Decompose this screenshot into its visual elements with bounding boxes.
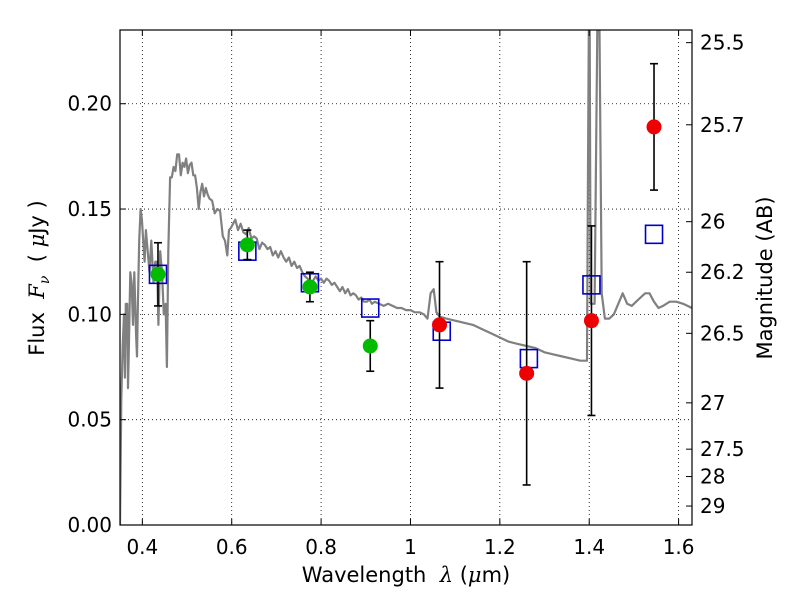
synthetic-flux-marker bbox=[644, 224, 664, 245]
nir-flux-point bbox=[583, 313, 599, 329]
y2-tick-label: 26 bbox=[700, 210, 725, 234]
x-tick-label: 0.6 bbox=[216, 535, 248, 559]
optical-flux-point bbox=[150, 266, 166, 282]
y2-tick-label: 25.5 bbox=[700, 31, 745, 55]
y2-tick-label: 27 bbox=[700, 391, 725, 415]
synthetic-flux-marker bbox=[360, 298, 380, 318]
tick-labels: 0.4 0.6 0.8 1 1.2 1.4 1.6 0.00 0.05 0.10 0.15 0.20 2… bbox=[67, 31, 744, 559]
nir-flux-point bbox=[432, 317, 448, 333]
y2-tick-label: 29 bbox=[700, 494, 725, 518]
y-tick-label: 0.20 bbox=[67, 92, 112, 116]
y-tick-label: 0.10 bbox=[67, 302, 112, 326]
x-tick-label: 1 bbox=[404, 535, 417, 559]
axis-ticks bbox=[120, 30, 692, 526]
grid-lines bbox=[120, 30, 692, 526]
y2-axis-title: Magnitude (AB) bbox=[753, 196, 777, 359]
optical-flux-point bbox=[302, 279, 318, 295]
x-tick-label: 0.4 bbox=[126, 535, 158, 559]
optical-flux-point bbox=[239, 237, 255, 253]
y2-tick-label: 26.5 bbox=[700, 321, 745, 345]
x-tick-label: 0.8 bbox=[305, 535, 337, 559]
plot-area bbox=[120, 30, 692, 525]
y-tick-label: 0.05 bbox=[67, 408, 112, 432]
y2-tick-label: 28 bbox=[700, 465, 725, 489]
model-sed-line bbox=[120, 30, 692, 525]
y-axis-title: Flux Fν ( μJy ) bbox=[25, 200, 53, 355]
x-axis-title: Wavelength λ (μm) bbox=[302, 563, 510, 587]
synthetic-flux-marker bbox=[519, 348, 539, 369]
x-tick-label: 1.2 bbox=[484, 535, 516, 559]
optical-flux-point bbox=[362, 338, 378, 354]
x-tick-label: 1.6 bbox=[663, 535, 695, 559]
y2-tick-label: 25.7 bbox=[700, 113, 745, 137]
y-tick-label: 0.15 bbox=[67, 197, 112, 221]
x-tick-label: 1.4 bbox=[573, 535, 605, 559]
nir-flux-point bbox=[519, 365, 535, 381]
y2-tick-label: 26.2 bbox=[700, 260, 745, 284]
nir-flux-point bbox=[646, 119, 662, 135]
y2-tick-label: 27.5 bbox=[700, 437, 745, 461]
plot-frame bbox=[119, 29, 693, 526]
y-tick-label: 0.00 bbox=[67, 513, 112, 537]
